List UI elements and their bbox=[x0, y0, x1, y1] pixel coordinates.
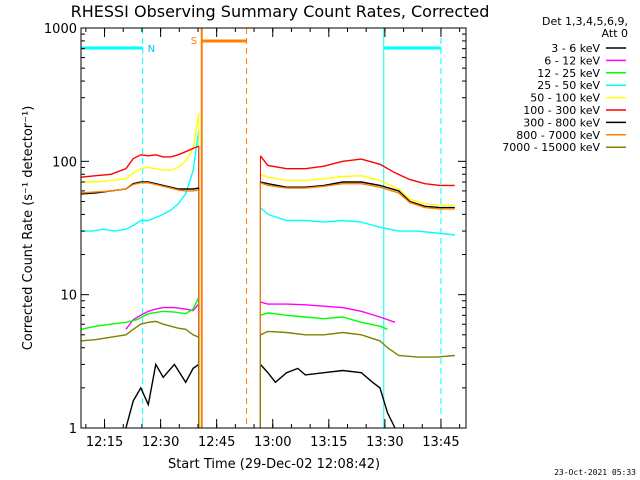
series-line bbox=[260, 182, 455, 210]
series-line bbox=[260, 312, 388, 330]
series-line bbox=[125, 303, 200, 330]
x-tick-labels: 12:15 12:30 12:45 13:00 13:15 13:30 13:45 bbox=[86, 435, 460, 450]
plot-area: NS bbox=[80, 28, 466, 429]
series-line bbox=[260, 173, 455, 206]
x-tick-label: 12:15 bbox=[86, 435, 123, 450]
legend-label: 25 - 50 keV bbox=[537, 79, 600, 92]
x-tick-label: 13:45 bbox=[422, 435, 459, 450]
series-line bbox=[259, 207, 455, 236]
plot-frame bbox=[80, 27, 467, 429]
night-label: N bbox=[148, 44, 155, 55]
series-line bbox=[81, 112, 200, 183]
y-axis-label: Corrected Count Rate (s⁻¹ detector⁻¹) bbox=[21, 106, 36, 351]
y-tick-label: 100 bbox=[52, 155, 77, 170]
y-tick-labels: 1 10 100 1000 bbox=[44, 22, 77, 437]
x-tick-label: 12:45 bbox=[198, 435, 235, 450]
legend-label: 7000 - 15000 keV bbox=[502, 141, 600, 154]
x-tick-label: 13:00 bbox=[254, 435, 291, 450]
legend-label: 800 - 7000 keV bbox=[516, 129, 600, 142]
legend-label: 100 - 300 keV bbox=[523, 104, 600, 117]
series-line bbox=[80, 320, 199, 342]
legend-label: 50 - 100 keV bbox=[530, 92, 600, 105]
legend-label: 6 - 12 keV bbox=[544, 54, 600, 67]
x-tick-label: 12:30 bbox=[142, 435, 179, 450]
x-tick-label: 13:30 bbox=[366, 435, 403, 450]
saa-label: S bbox=[191, 36, 197, 47]
legend-label: 12 - 25 keV bbox=[537, 67, 600, 80]
y-tick-label: 1 bbox=[69, 422, 77, 437]
series-line bbox=[260, 181, 455, 209]
series-line bbox=[80, 182, 199, 194]
series-line bbox=[81, 130, 200, 232]
chart-title: RHESSI Observing Summary Count Rates, Co… bbox=[71, 2, 490, 21]
series-line bbox=[259, 363, 396, 429]
legend-label: 3 - 6 keV bbox=[551, 42, 600, 55]
legend-label: 300 - 800 keV bbox=[523, 116, 600, 129]
y-tick-label: 10 bbox=[60, 289, 77, 304]
detector-info-line-1: Det 1,3,4,5,6,9, bbox=[542, 15, 628, 28]
series-line bbox=[259, 155, 455, 187]
series-line bbox=[260, 301, 396, 323]
series-line bbox=[125, 362, 200, 429]
series-line bbox=[80, 297, 200, 330]
series-line bbox=[80, 145, 199, 178]
y-tick-label: 1000 bbox=[44, 22, 77, 37]
x-tick-label: 13:15 bbox=[310, 435, 347, 450]
render-timestamp: 23-Oct-2021 05:33 bbox=[554, 468, 636, 477]
series-line bbox=[260, 330, 455, 358]
detector-info-line-2: Att 0 bbox=[602, 27, 628, 40]
x-axis-label: Start Time (29-Dec-02 12:08:42) bbox=[168, 457, 380, 472]
